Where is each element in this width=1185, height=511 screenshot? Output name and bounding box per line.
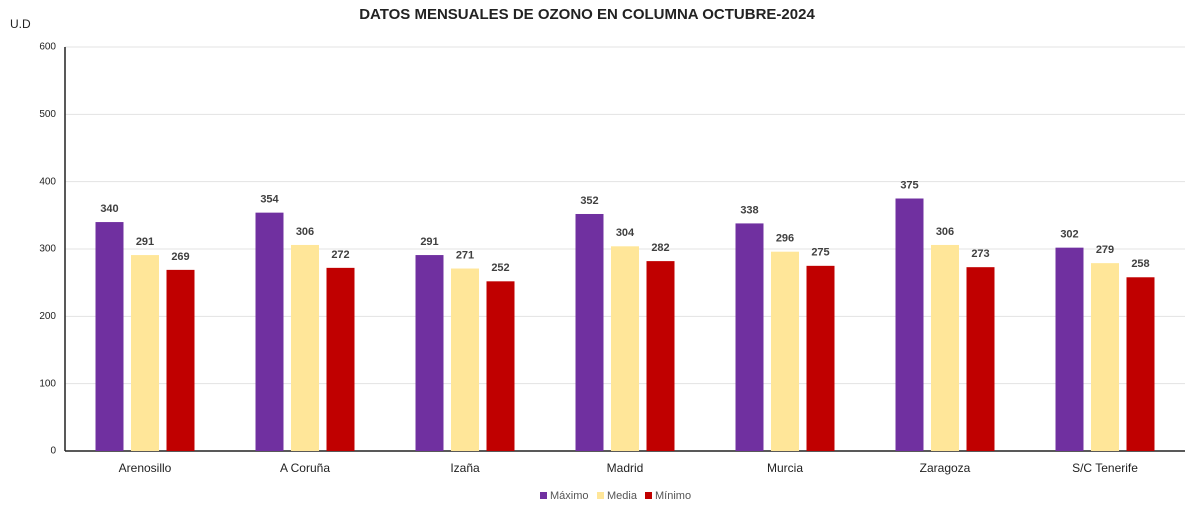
- bar: [95, 222, 124, 451]
- y-tick-label: 0: [50, 446, 56, 457]
- bar: [771, 251, 799, 451]
- value-label: 272: [331, 249, 349, 261]
- x-tick-label: S/C Tenerife: [1072, 461, 1138, 475]
- value-label: 291: [420, 236, 438, 248]
- value-label: 340: [100, 203, 118, 215]
- bar: [895, 198, 924, 451]
- bar: [415, 255, 444, 451]
- bar: [611, 246, 639, 451]
- value-label: 304: [616, 227, 635, 239]
- value-label: 258: [1131, 258, 1149, 270]
- bar: [166, 269, 195, 451]
- x-tick-label: Izaña: [450, 461, 480, 475]
- y-tick-label: 300: [39, 244, 56, 255]
- legend-swatch: [597, 492, 604, 499]
- bar: [1091, 263, 1119, 451]
- legend-label: Máximo: [550, 490, 589, 502]
- y-tick-label: 500: [39, 109, 56, 120]
- legend-label: Mínimo: [655, 490, 691, 502]
- bar: [451, 268, 479, 451]
- legend-label: Media: [607, 490, 638, 502]
- value-label: 273: [971, 248, 989, 260]
- x-tick-label: A Coruña: [280, 461, 330, 475]
- bar: [735, 223, 764, 451]
- bar: [486, 281, 515, 451]
- bar: [646, 261, 675, 451]
- y-tick-label: 400: [39, 176, 56, 187]
- value-label: 375: [900, 179, 918, 191]
- bar: [131, 255, 159, 451]
- bar: [931, 244, 959, 451]
- chart-title: DATOS MENSUALES DE OZONO EN COLUMNA OCTU…: [359, 6, 815, 23]
- value-label: 282: [651, 242, 669, 254]
- x-tick-label: Madrid: [607, 461, 644, 475]
- value-label: 354: [260, 194, 279, 206]
- value-label: 269: [171, 251, 189, 263]
- value-label: 271: [456, 249, 474, 261]
- value-label: 291: [136, 236, 154, 248]
- value-label: 302: [1060, 229, 1078, 241]
- x-tick-label: Arenosillo: [119, 461, 172, 475]
- value-label: 275: [811, 247, 829, 259]
- bar: [806, 265, 835, 451]
- value-label: 306: [936, 226, 954, 238]
- legend-swatch: [645, 492, 652, 499]
- bar: [255, 212, 284, 451]
- x-tick-label: Zaragoza: [920, 461, 971, 475]
- bar: [1055, 247, 1084, 451]
- legend-swatch: [540, 492, 547, 499]
- x-tick-label: Murcia: [767, 461, 803, 475]
- y-tick-label: 600: [39, 42, 56, 53]
- bar: [1126, 277, 1155, 451]
- value-label: 338: [740, 204, 758, 216]
- bar: [575, 213, 604, 451]
- y-tick-label: 200: [39, 311, 56, 322]
- y-axis-label: U.D: [10, 17, 31, 31]
- value-label: 306: [296, 226, 314, 238]
- bar: [966, 267, 995, 451]
- bar: [291, 244, 319, 451]
- value-label: 296: [776, 233, 794, 245]
- value-label: 352: [580, 195, 598, 207]
- value-label: 279: [1096, 244, 1114, 256]
- value-label: 252: [491, 262, 509, 274]
- y-tick-label: 100: [39, 378, 56, 389]
- bar: [326, 267, 355, 451]
